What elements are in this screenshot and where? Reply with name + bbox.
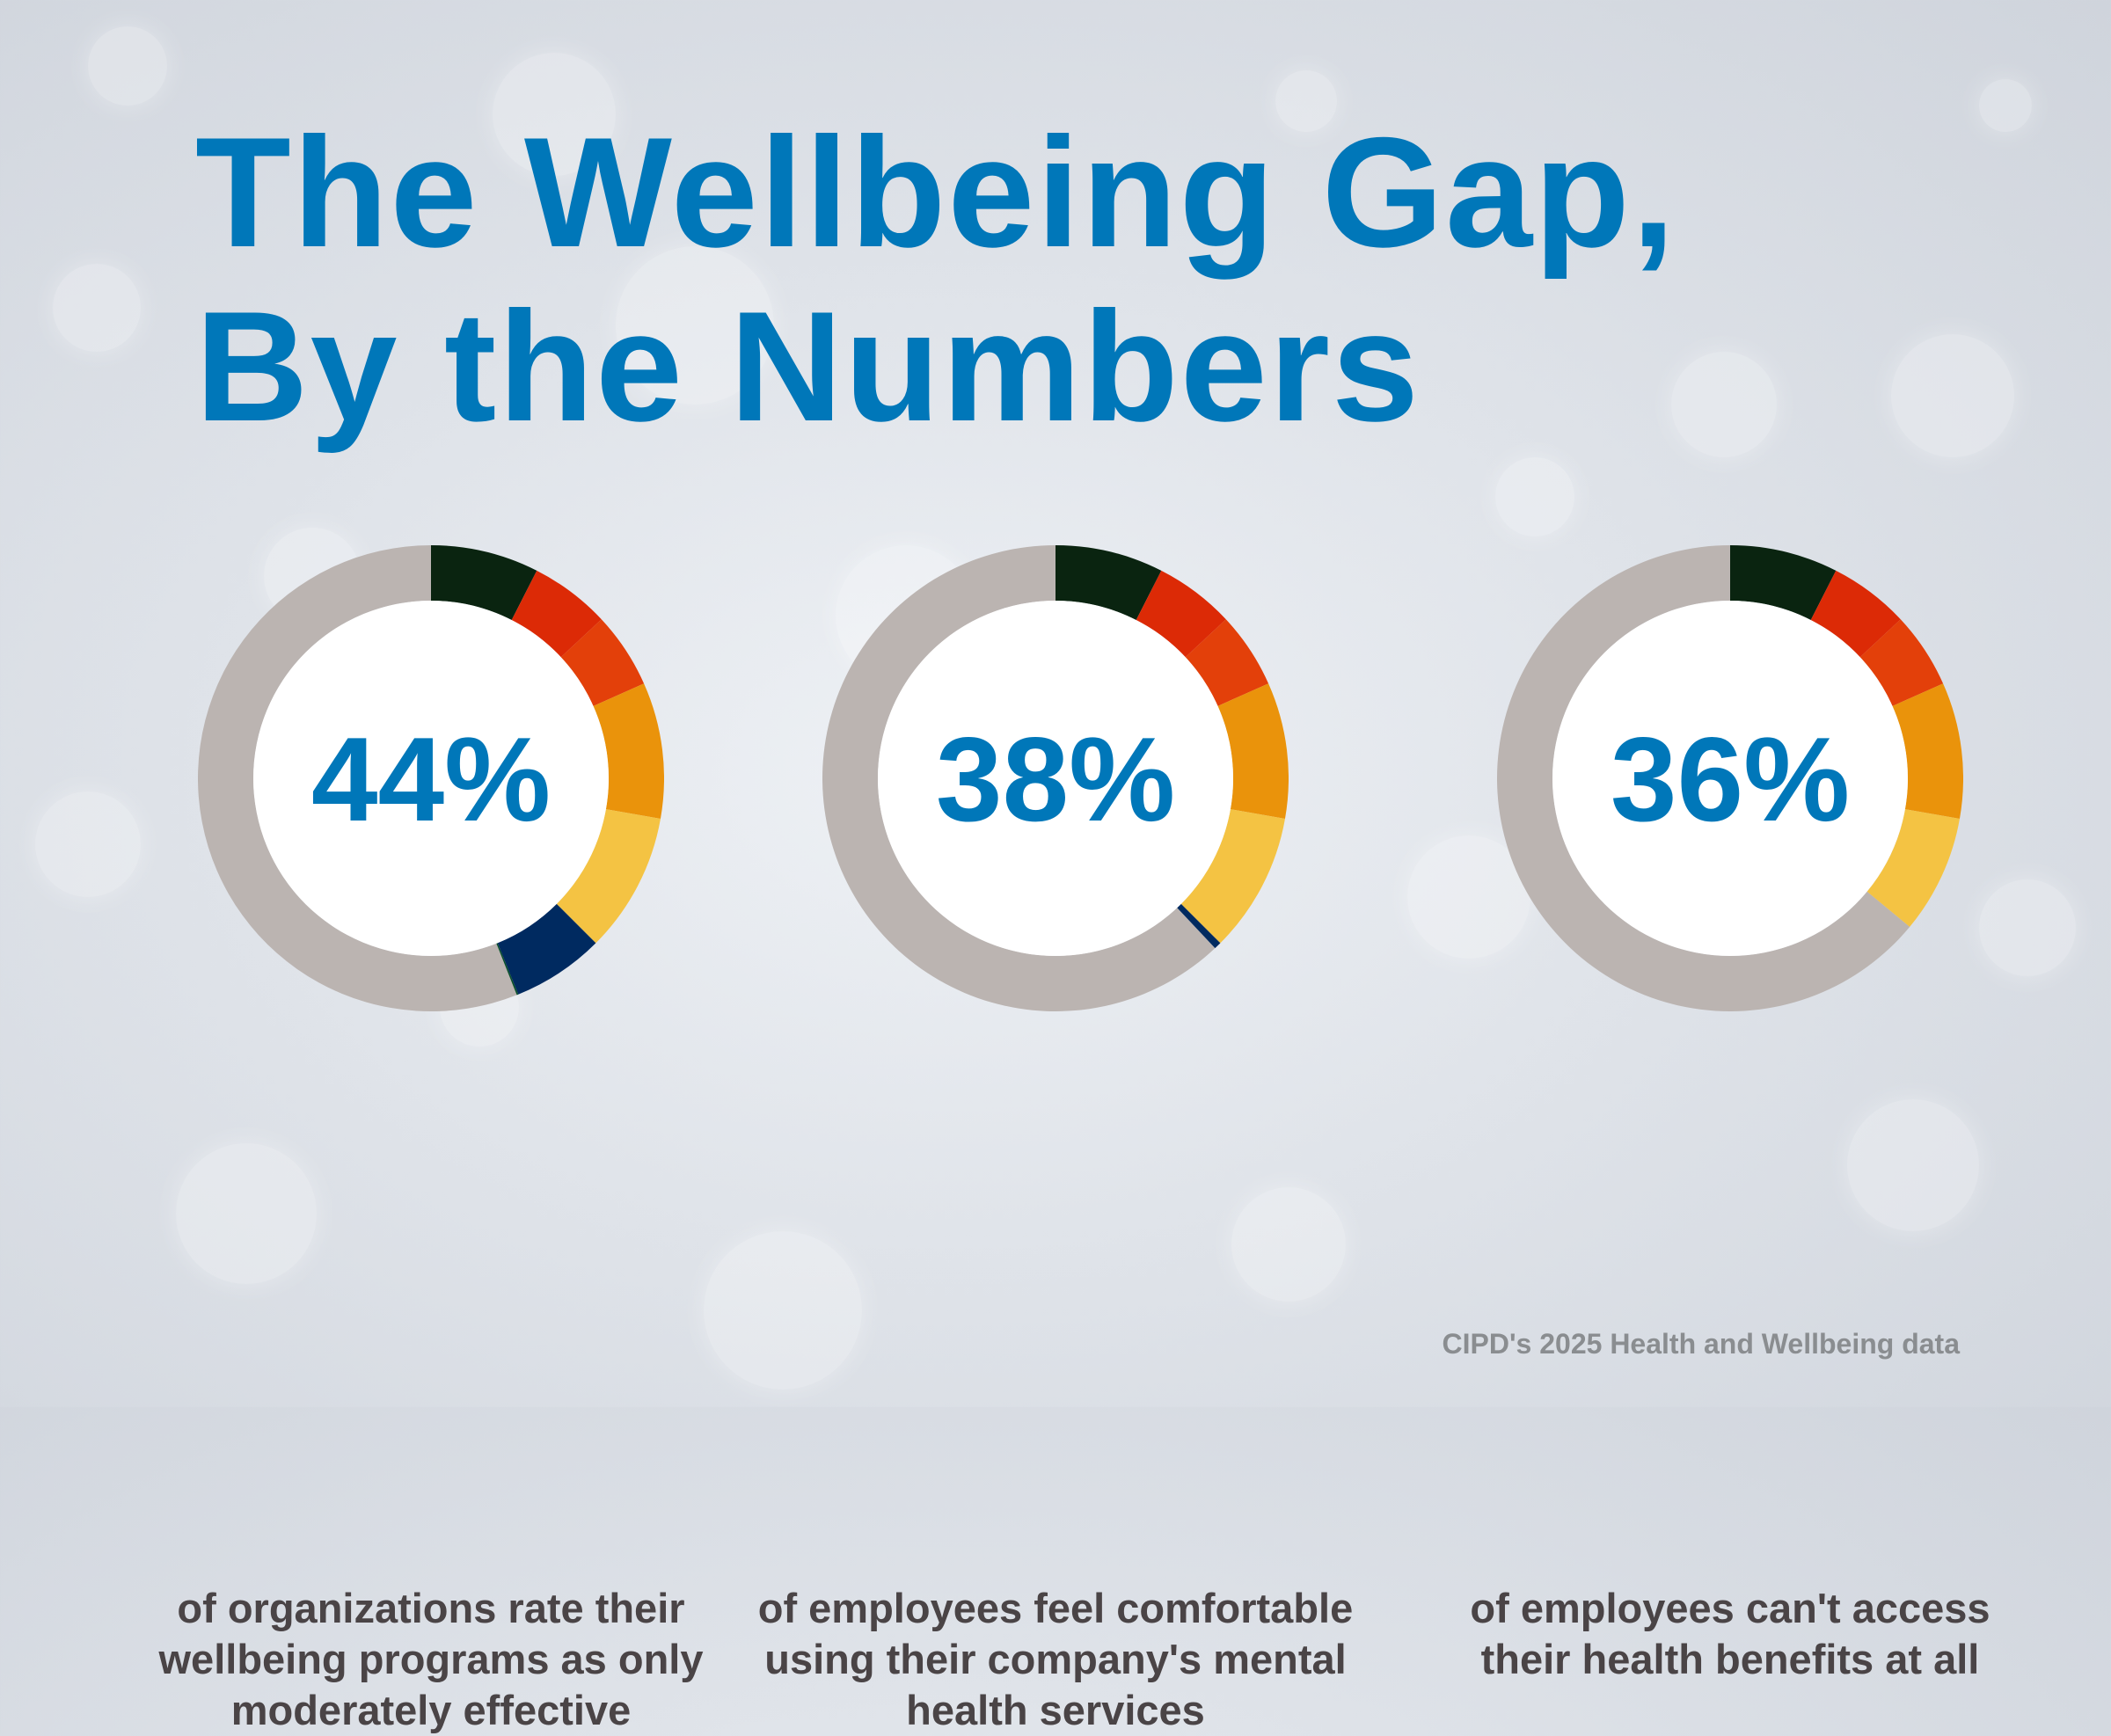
donut-hole xyxy=(1552,601,1908,956)
donut-value-slice-segment xyxy=(560,619,645,706)
stat-caption: of employees can't access their health b… xyxy=(1470,1585,1990,1682)
donut-value-slice-segment xyxy=(1177,903,1221,949)
donut-value-slice-segment xyxy=(1056,545,1162,621)
donut-value-slice-segment xyxy=(1892,683,1963,820)
donut-value-slice-segment xyxy=(511,570,602,658)
donut-value-slice-segment xyxy=(497,903,596,995)
donut-value-slice-segment xyxy=(556,809,661,944)
donut-value-slice-segment xyxy=(431,545,537,621)
donut-value-slice-segment xyxy=(496,943,519,996)
donut-chart-2: 38% xyxy=(822,545,1289,1011)
donut-value-slice-segment xyxy=(1866,809,1960,927)
stat-caption: of organizations rate their wellbeing pr… xyxy=(158,1585,704,1733)
bokeh-circle xyxy=(176,1143,317,1284)
bokeh-circle xyxy=(1275,70,1337,132)
bokeh-circle xyxy=(1847,1099,1979,1231)
stat-caption: of employees feel comfortable using thei… xyxy=(757,1585,1354,1733)
bokeh-circle xyxy=(1979,879,2076,976)
bokeh-circle xyxy=(1891,334,2014,457)
bokeh-circle xyxy=(1495,457,1574,536)
donut-value-slice-segment xyxy=(1185,619,1269,706)
bokeh-circle xyxy=(1671,352,1777,457)
donut-value-slice-segment xyxy=(593,683,664,820)
bokeh-circle xyxy=(704,1231,862,1390)
donut-remainder-slice xyxy=(822,545,1216,1011)
source-note: CIPD's 2025 Health and Wellbeing data xyxy=(1442,1328,1960,1360)
bokeh-circle xyxy=(35,791,141,897)
donut-value-slice-segment xyxy=(1730,545,1837,621)
percentage-label: 38% xyxy=(936,712,1175,846)
donut-value-slice-segment xyxy=(1810,570,1901,658)
donut-chart-1: 44% xyxy=(198,545,664,1011)
stat-card-1: 44% of organizations rate their wellbein… xyxy=(123,536,739,1733)
donut-value-slice-segment xyxy=(1180,809,1285,944)
title-line-1: The Wellbeing Gap, xyxy=(195,105,1677,280)
percentage-label: 36% xyxy=(1611,712,1850,846)
donut-hole xyxy=(878,601,1233,956)
donut-chart-3: 36% xyxy=(1497,545,1963,1011)
percentage-label: 44% xyxy=(311,712,551,846)
bokeh-circle xyxy=(616,246,774,405)
bokeh-circle xyxy=(1407,835,1530,959)
donut-remainder-slice xyxy=(1497,545,1910,1011)
stat-card-3: 36% of employees can't access their heal… xyxy=(1422,536,2038,1682)
bokeh-circle xyxy=(1231,1187,1346,1302)
bokeh-circle xyxy=(53,264,141,352)
donut-hole xyxy=(253,601,609,956)
title-line-2: By the Numbers xyxy=(195,279,1421,454)
bokeh-circle xyxy=(493,53,616,176)
donut-value-slice-segment xyxy=(1136,570,1226,658)
donut-value-slice-segment xyxy=(1859,619,1944,706)
donut-value-slice-segment xyxy=(1217,683,1289,820)
bokeh-circle xyxy=(88,26,167,106)
donut-remainder-slice xyxy=(198,545,517,1011)
page-title: The Wellbeing Gap, By the Numbers xyxy=(195,106,1676,454)
stat-card-2: 38% of employees feel comfortable using … xyxy=(748,536,1363,1733)
bokeh-circle xyxy=(1979,79,2032,132)
